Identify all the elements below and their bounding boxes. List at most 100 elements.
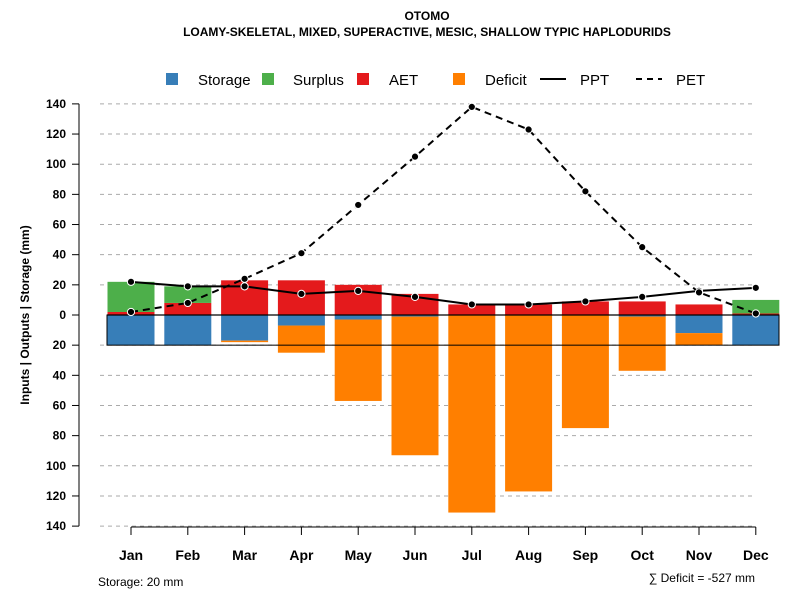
x-axis: Jan Feb Mar Apr May Jun Jul Aug Sep Oct Nov Dec [119, 526, 769, 563]
storage-bar [164, 315, 212, 346]
pet-line-point [183, 298, 192, 308]
lines [126, 102, 760, 318]
legend-aet-label: AET [389, 72, 418, 89]
x-tick-label: Mar [232, 547, 257, 563]
legend-deficit-swatch [453, 73, 465, 85]
aet-bar [505, 304, 553, 315]
chart-subtitle: LOAMY-SKELETAL, MIXED, SUPERACTIVE, MESI… [183, 25, 671, 39]
x-tick-label: Jun [403, 547, 428, 563]
ppt-line-point [467, 300, 476, 309]
legend: Storage Surplus AET Deficit PPT PET [166, 72, 705, 89]
legend-storage-swatch [166, 73, 178, 85]
legend-ppt-label: PPT [580, 72, 609, 89]
pet-line-point [638, 243, 647, 252]
y-tick-label: 80 [53, 429, 67, 443]
pet-line-point [694, 288, 704, 297]
ppt-line-point [581, 297, 590, 306]
y-tick-label: 120 [46, 489, 66, 503]
ppt-line-point [297, 289, 306, 298]
aet-bar [164, 302, 212, 315]
y-tick-label: 120 [46, 127, 66, 141]
aet-bar [618, 301, 666, 315]
deficit-bar [505, 315, 553, 492]
x-tick-label: Apr [289, 547, 314, 563]
pet-line-point [354, 200, 363, 210]
x-tick-label: Jul [462, 547, 482, 563]
y-tick-label: 140 [46, 97, 66, 111]
ppt-line-point [638, 292, 647, 302]
ppt-line-point [126, 277, 136, 286]
y-tick-label: 40 [53, 248, 67, 262]
legend-deficit-label: Deficit [485, 72, 528, 89]
storage-bar [391, 315, 439, 317]
y-tick-label: 100 [46, 157, 66, 171]
pet-line-point [581, 187, 590, 196]
pet-line-point [751, 309, 760, 318]
storage-bar [675, 315, 723, 334]
aet-bar [448, 304, 496, 315]
deficit-bar [334, 319, 382, 401]
deficit-bar [277, 325, 325, 353]
pet-line [130, 105, 757, 315]
ppt-line-point [524, 300, 533, 309]
pet-line-point [524, 125, 533, 134]
y-tick-label: 60 [53, 218, 67, 232]
deficit-bar [391, 316, 439, 456]
bars [106, 280, 780, 513]
ppt-line-point [410, 292, 420, 302]
y-tick-label: 60 [53, 398, 67, 412]
y-tick-label: 0 [59, 308, 66, 322]
storage-bar [107, 315, 155, 346]
ppt-line-point [183, 282, 192, 291]
pet-line-point [410, 152, 420, 161]
deficit-bar [221, 340, 269, 343]
legend-aet-swatch [357, 73, 369, 85]
ppt-line-point [751, 283, 760, 292]
surplus-bar [732, 299, 780, 314]
storage-bar [277, 315, 325, 326]
y-axis: 140 120 100 80 60 40 20 0 20 40 60 80 100 120 140 [46, 97, 80, 533]
legend-surplus-label: Surplus [293, 72, 344, 89]
surplus-bar [107, 281, 155, 312]
legend-storage-label: Storage [198, 72, 251, 89]
x-tick-label: Nov [686, 547, 713, 563]
x-tick-label: Jan [119, 547, 143, 563]
y-tick-label: 20 [53, 278, 67, 292]
pet-line-point [126, 307, 136, 317]
legend-pet-label: PET [676, 72, 705, 89]
aet-bar [675, 304, 723, 315]
deficit-bar [675, 333, 723, 346]
deficit-bar [618, 316, 666, 371]
pet-line-point [240, 274, 249, 283]
y-tick-label: 140 [46, 519, 66, 533]
chart-title: OTOMO [404, 9, 449, 23]
storage-bar [221, 315, 269, 341]
ppt-line-point [240, 282, 249, 291]
x-tick-label: May [345, 547, 372, 563]
surplus-bar [164, 286, 212, 303]
y-tick-label: 100 [46, 459, 66, 473]
x-tick-label: Dec [743, 547, 769, 563]
x-tick-label: Oct [631, 547, 655, 563]
ppt-line [130, 280, 756, 306]
storage-bar [618, 315, 666, 317]
y-tick-label: 20 [53, 338, 67, 352]
x-tick-label: Aug [515, 547, 542, 563]
y-axis-label: Inputs | Outputs | Storage (mm) [18, 225, 32, 404]
storage-note: Storage: 20 mm [98, 575, 183, 589]
x-tick-label: Feb [175, 547, 200, 563]
storage-bar [732, 315, 780, 346]
y-tick-label: 80 [53, 187, 67, 201]
pet-line-point [297, 249, 306, 258]
deficit-bar [561, 315, 609, 429]
storage-bar [334, 315, 382, 320]
ppt-line-point [354, 286, 363, 295]
legend-surplus-swatch [262, 73, 274, 85]
x-tick-label: Sep [573, 547, 599, 563]
pet-line-point [467, 102, 476, 111]
y-tick-label: 40 [53, 368, 67, 382]
deficit-bar [448, 315, 496, 513]
aet-bar [561, 301, 609, 315]
deficit-note: ∑ Deficit = -527 mm [649, 571, 755, 585]
